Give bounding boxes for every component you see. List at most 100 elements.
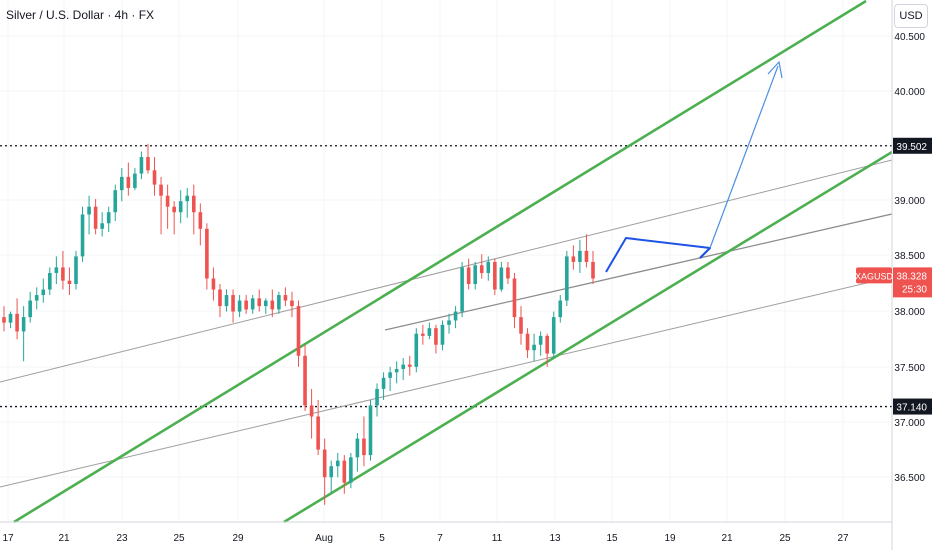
candle-body [322,449,327,478]
thin-trendline[interactable] [384,213,893,331]
y-tick-label: 38.500 [894,251,925,262]
channel-lower-line[interactable] [283,150,893,524]
candle-body [545,335,549,354]
x-tick-label: 5 [379,533,385,544]
projection-arrows[interactable] [605,60,783,273]
thin-trendline[interactable] [0,159,893,383]
candle-body [165,195,170,207]
candle-body [100,223,104,229]
candle-body [172,206,176,213]
candle-body [355,438,360,458]
candle-body [48,272,52,290]
candle-body [578,250,582,262]
candle-body [231,295,235,312]
candle-body [152,170,157,185]
candle-body [34,295,39,301]
current-price-tag [893,267,932,298]
candle-body [427,328,432,336]
candle-body [421,333,425,336]
x-tick-label: 21 [58,533,70,544]
candle-body [87,206,91,215]
candle-body [512,278,517,318]
current-price-label: 38.328 [896,271,927,282]
y-tick-label: 37.000 [894,418,925,429]
candle-body [394,369,399,373]
x-tick-label: 21 [721,533,733,544]
candle-body [120,176,124,191]
x-tick-label: 7 [437,533,443,544]
candle-body [584,250,589,262]
candle-body [303,355,307,406]
candle-body [283,295,288,301]
candle-body [270,300,275,310]
projection-arrowhead[interactable] [699,247,711,259]
currency-button[interactable]: USD [894,4,928,28]
candle-body [407,364,412,367]
trend-drawings[interactable] [0,0,893,524]
candle-body [414,333,419,367]
candle-body [106,212,111,224]
candle-body [2,317,6,323]
candle-body [191,195,196,213]
projection-path-rally[interactable] [709,65,779,249]
y-tick-label: 40.500 [894,32,925,43]
candle-body [290,300,294,307]
symbol-tag [856,267,892,284]
candle-body [93,206,98,229]
candle-body [74,256,78,284]
candle-body [499,267,504,290]
candle-body [67,280,72,284]
projection-rally-arrowhead[interactable] [767,60,783,79]
candle-body [126,176,131,188]
candle-body [309,405,314,417]
candle-body [41,289,46,296]
y-tick-label: 38.000 [894,307,925,318]
x-tick-label: 25 [779,533,791,544]
x-tick-label: 23 [116,533,128,544]
candle-body [362,438,366,456]
candle-body [185,195,190,202]
candle-body [28,300,32,318]
candle-body [80,214,85,257]
candle-body [8,313,13,323]
candle-body [565,256,569,301]
candle-body [211,278,216,290]
candle-body [21,317,26,332]
symbol-tag-label: XAGUSD [855,271,894,281]
x-tick-label: 29 [232,533,244,544]
candle-body [15,313,19,332]
x-tick-label: 13 [549,533,561,544]
candle-body [506,267,510,279]
candle-body [198,212,203,229]
candle-body [473,265,477,284]
candle-body [519,317,523,334]
candle-body [113,190,118,213]
chart-title: Silver / U.S. Dollar · 4h · FX [6,8,155,22]
candle-body [316,416,320,450]
candle-body [532,344,536,351]
thin-trendline[interactable] [0,276,893,488]
x-tick-label: Aug [315,533,333,544]
candle-body [277,295,281,310]
resistance-price-label: 39.502 [896,142,927,153]
y-tick-label: 37.500 [894,363,925,374]
horizontal-levels [0,145,892,408]
candle-body [486,261,491,273]
x-tick-label: 19 [664,533,676,544]
candle-body [538,335,543,345]
candle-body [250,298,255,310]
candle-body [61,267,65,281]
candle-body [159,184,163,196]
candle-body [349,457,353,483]
candle-body [342,460,347,483]
candle-body [54,267,59,273]
candle-body [224,295,229,307]
candle-body [296,306,301,356]
y-tick-label: 36.500 [894,473,925,484]
candle-body [401,364,406,370]
channel-upper-line[interactable] [13,0,867,524]
candle-body [381,377,386,389]
candles-layer [2,143,595,505]
y-tick-label: 39.000 [894,196,925,207]
